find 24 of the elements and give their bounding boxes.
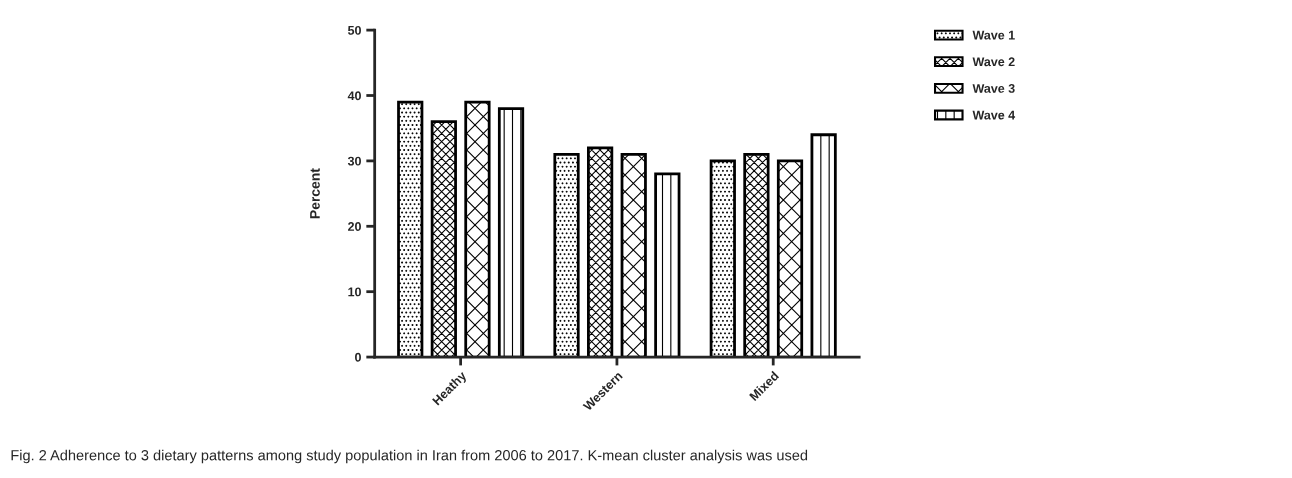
bar (397, 100, 424, 358)
bar (743, 152, 770, 358)
y-tick-label: 10 (348, 287, 361, 297)
y-tick-label: 20 (348, 222, 361, 231)
y-tick-label: 40 (347, 91, 361, 101)
legend-label: Wave 1 (972, 30, 1015, 40)
bar (464, 100, 491, 358)
bar (776, 159, 804, 358)
bar (553, 152, 580, 358)
bar (430, 120, 457, 358)
legend-label: Wave 4 (972, 110, 1016, 120)
y-tick-label: 50 (347, 25, 361, 35)
legend-label: Wave 3 (972, 84, 1015, 93)
y-axis-title: Percent (310, 168, 320, 219)
legend-label: Wave 2 (972, 57, 1015, 67)
bar (709, 159, 736, 358)
bar (810, 133, 837, 358)
y-tick-label: 30 (347, 156, 361, 166)
bar (620, 152, 647, 358)
caption: Fig. 2 Adherence to 3 dietary patterns among study population in Iran from 2006 to 2017. K-mean cluster analysis was used (11, 449, 808, 464)
bar (497, 107, 525, 358)
bar (587, 146, 614, 358)
bar (654, 172, 681, 358)
y-tick-label: 0 (355, 352, 361, 362)
